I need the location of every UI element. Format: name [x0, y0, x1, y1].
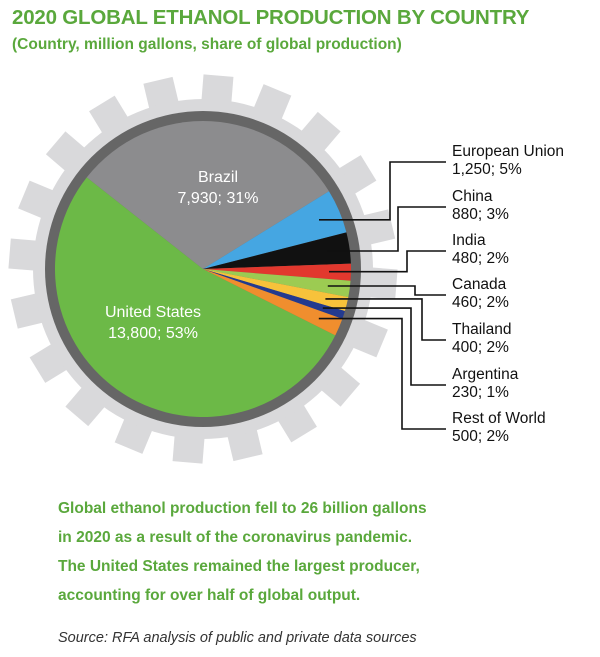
caption-line-3: The United States remained the largest p… [58, 558, 420, 575]
slice-china [203, 232, 351, 269]
slice-thailand [203, 269, 349, 312]
slice-european-union [203, 191, 347, 269]
gear-tooth [365, 267, 398, 300]
caption-line-1: Global ethanol production fell to 26 bil… [58, 500, 427, 517]
callout-label-european-union: European Union 1,250; 5% [452, 143, 564, 178]
pie-chart: United States 13,800; 53% Brazil 7,930; 31%… [8, 74, 564, 464]
caption-line-4: accounting for over half of global outpu… [58, 587, 361, 604]
caption: Global ethanol production fell to 26 bil… [58, 494, 578, 610]
callout-line-china [327, 206, 446, 252]
slice-rest-of-world [203, 269, 343, 336]
slice-india [203, 263, 351, 281]
callout-line-thailand [325, 298, 446, 341]
callout-line-argentina [322, 307, 446, 386]
callout-line-india [329, 250, 446, 273]
slice-argentina [203, 269, 345, 319]
callout-line-european-union [319, 161, 446, 221]
chart-title: 2020 GLOBAL ETHANOL PRODUCTION BY COUNTR… [12, 6, 530, 29]
callout-label-canada: Canada 460; 2% [452, 276, 509, 311]
callout-line-rest-of-world [318, 317, 446, 430]
slice-label-united-states: United States 13,800; 53% [105, 304, 201, 342]
chart-subtitle: (Country, million gallons, share of glob… [12, 36, 402, 53]
caption-line-2: in 2020 as a result of the coronavirus p… [58, 529, 413, 546]
gear-tooth [8, 238, 41, 271]
gear-tooth [201, 74, 234, 107]
source-note: Source: RFA analysis of public and priva… [58, 630, 417, 646]
slice-brazil [86, 121, 329, 270]
gear-tooth [172, 431, 205, 464]
callout-label-china: China 880; 3% [452, 188, 509, 223]
slice-united-states [54, 177, 336, 418]
callout-label-india: India 480; 2% [452, 232, 509, 267]
callout-label-rest-of-world: Rest of World 500; 2% [452, 410, 546, 445]
slice-canada [203, 269, 351, 298]
slice-label-brazil: Brazil 7,930; 31% [178, 169, 259, 207]
callout-line-canada [327, 285, 446, 296]
callout-label-thailand: Thailand 400; 2% [452, 321, 511, 356]
callout-label-argentina: Argentina 230; 1% [452, 366, 519, 401]
